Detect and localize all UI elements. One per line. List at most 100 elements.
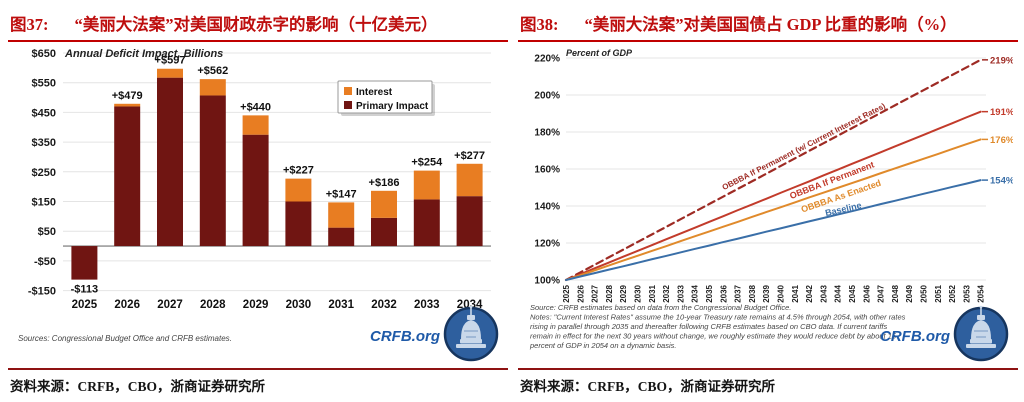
x-axis-year-label: 2040: [777, 284, 786, 302]
crfb-logo: CRFB.org: [370, 305, 499, 362]
y-axis-tick-label: 100%: [534, 276, 560, 287]
line-series: [565, 110, 982, 281]
x-axis-year-label: 2047: [877, 284, 886, 302]
bar-segment: [456, 196, 483, 247]
y-axis-tick-label: $550: [32, 78, 56, 90]
x-axis-year-label: 2031: [328, 299, 354, 311]
capitol-dome-icon: [966, 305, 996, 348]
bar-segment: [371, 217, 397, 247]
line-series: [565, 138, 982, 281]
line-end-value-label: 176%: [990, 135, 1013, 146]
bar-segment: [285, 178, 312, 202]
chart-title: Annual Deficit Impact, Billions: [64, 48, 223, 60]
line-series: [565, 179, 982, 281]
y-axis-tick-label: $50: [38, 226, 56, 238]
y-axis-tick-label: 140%: [534, 202, 560, 213]
x-axis-year-label: 2043: [819, 284, 828, 302]
figure-38-heading: “美丽大法案”对美国国债占 GDP 比重的影响（%）: [584, 15, 957, 34]
bar-segment: [114, 103, 141, 107]
bar-value-label: +$597: [155, 55, 186, 67]
x-axis-year-label: 2045: [848, 284, 857, 302]
y-axis-tick-label: -$50: [34, 256, 56, 268]
x-axis-year-label: 2028: [605, 284, 614, 302]
x-axis-year-label: 2029: [619, 284, 628, 302]
x-axis-year-label: 2048: [891, 284, 900, 302]
figure-38-label: 图38:: [520, 15, 559, 34]
caption-rule: [518, 368, 1018, 370]
x-axis-year-label: 2034: [691, 284, 700, 302]
source-note-line: remain in effect for the next 30 years w…: [530, 332, 897, 341]
capitol-dome-icon: [456, 305, 486, 348]
line-end-value-label: 191%: [990, 107, 1013, 118]
bar-segment: [328, 227, 355, 247]
source-note-line: percent of GDP in 2054 on a dynamic basi…: [529, 341, 676, 350]
bar-segment: [456, 163, 483, 197]
x-axis-year-label: 2046: [862, 284, 871, 302]
x-axis-year-label: 2035: [705, 284, 714, 302]
y-axis-tick-label: 120%: [534, 239, 560, 250]
bar-value-label: +$562: [197, 65, 228, 77]
title-rule: [518, 40, 1018, 42]
y-axis-tick-label: 180%: [534, 128, 560, 139]
x-axis-year-label: 2032: [662, 284, 671, 302]
figure-37-label: 图37:: [10, 15, 49, 34]
bar-segment: [413, 199, 440, 247]
figure-37-caption: 资料来源：CRFB，CBO，浙商证券研究所: [10, 379, 266, 394]
x-axis-year-label: 2031: [648, 284, 657, 302]
caption-rule: [8, 368, 508, 370]
chart-title: Percent of GDP: [566, 48, 633, 58]
figure-38-title-row: 图38: “美丽大法案”对美国国债占 GDP 比重的影响（%）: [518, 4, 1018, 40]
source-note-line: rising in parallel through 2035 and ther…: [530, 322, 888, 331]
bar-value-label: +$277: [454, 150, 485, 162]
bar-segment: [328, 202, 355, 228]
bar-segment: [285, 201, 312, 247]
source-note-line: Source: CRFB estimates based on data fro…: [530, 303, 791, 312]
y-axis-tick-label: 220%: [534, 54, 560, 65]
bar-value-label: +$479: [112, 90, 143, 102]
x-axis-year-label: 2054: [977, 284, 986, 302]
x-axis-year-label: 2025: [562, 284, 571, 302]
bar-value-label: +$147: [326, 188, 357, 200]
y-axis-tick-label: $450: [32, 107, 56, 119]
bar-value-label: +$227: [283, 165, 314, 177]
line-inline-label: OBBBA If Permanent (w/ Current Interest …: [721, 101, 888, 192]
x-axis-year-label: 2049: [905, 284, 914, 302]
x-axis-year-label: 2050: [920, 284, 929, 302]
x-axis-year-label: 2026: [576, 284, 585, 302]
crfb-logo-text: CRFB.org: [370, 328, 440, 345]
crfb-logo-text: CRFB.org: [880, 328, 950, 345]
debt-gdp-line-chart: 220% 200% 180% 160% 140% 120% 100% Percent of G…: [518, 43, 1013, 368]
bar-segment: [71, 246, 98, 280]
bar-value-label: -$113: [71, 284, 99, 296]
x-axis-year-label: 2039: [762, 284, 771, 302]
x-axis-year-label: 2026: [114, 299, 140, 311]
source-note: Sources: Congressional Budget Office and…: [18, 334, 232, 343]
x-axis-year-label: 2027: [591, 284, 600, 302]
legend-swatch: [344, 101, 352, 109]
y-axis-tick-label: 160%: [534, 165, 560, 176]
x-axis-year-label: 2027: [157, 299, 183, 311]
x-axis-year-label: 2033: [676, 284, 685, 302]
x-axis-year-label: 2044: [834, 284, 843, 302]
legend-label: Primary Impact: [356, 101, 429, 112]
bar-segment: [157, 77, 183, 247]
figure-38: 图38: “美丽大法案”对美国国债占 GDP 比重的影响（%） 220% 200%…: [518, 4, 1018, 395]
y-axis-tick-label: $350: [32, 137, 56, 149]
bar-value-label: +$254: [411, 157, 443, 169]
bar-segment: [242, 134, 269, 247]
bar-segment: [242, 115, 269, 135]
crfb-logo: CRFB.org: [880, 305, 1009, 362]
x-axis-year-label: 2025: [72, 299, 98, 311]
bar-segment: [157, 68, 183, 78]
x-axis-year-label: 2052: [948, 284, 957, 302]
source-note-line: Notes: "Current Interest Rates" assume t…: [530, 313, 906, 322]
figure-37: 图37: “美丽大法案”对美国财政赤字的影响（十亿美元） $650 $550 $45…: [8, 4, 508, 395]
x-axis-year-label: 2038: [748, 284, 757, 302]
x-axis-year-label: 2053: [962, 284, 971, 302]
y-axis-tick-label: $250: [32, 167, 56, 179]
bar-segment: [199, 95, 226, 247]
x-axis-year-label: 2051: [934, 284, 943, 302]
bar-segment: [413, 170, 440, 200]
deficit-bar-chart: $650 $550 $450 $350 $250 $150 $50 -$50 -$150 Annu…: [8, 43, 503, 368]
